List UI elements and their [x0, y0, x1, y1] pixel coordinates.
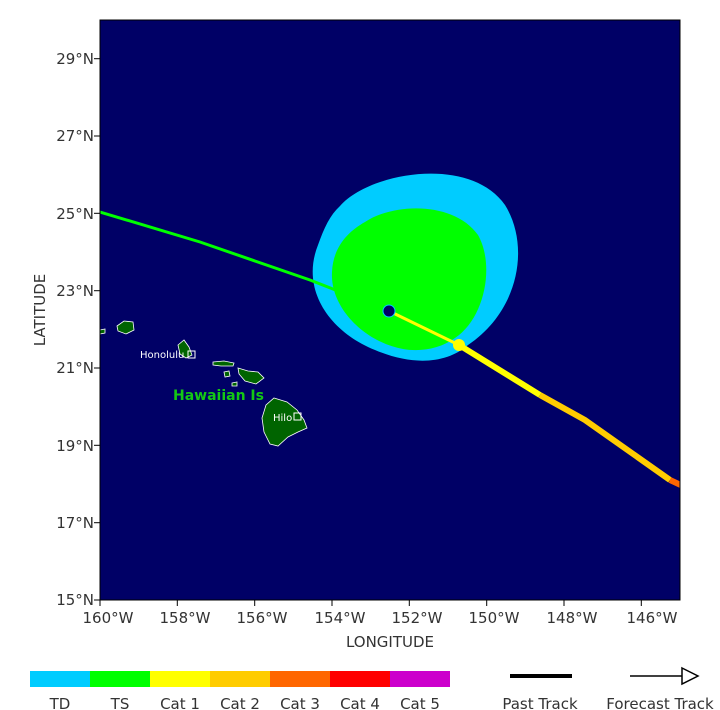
- ts-wind-radius: [331, 208, 487, 351]
- x-tick-label: 150°W: [469, 609, 520, 627]
- legend-label-cat4: Cat 4: [340, 695, 380, 710]
- forecast-track-arrow-icon: [681, 666, 700, 686]
- x-tick-label: 158°W: [160, 609, 211, 627]
- honolulu-marker: [187, 350, 196, 359]
- forecast-point-marker: [453, 339, 465, 351]
- x-tick-label: 146°W: [627, 609, 678, 627]
- x-tick-labels: 160°W 158°W 156°W 154°W 152°W 150°W 148°…: [83, 609, 678, 627]
- forecast-track-cat3: [668, 477, 680, 488]
- island-hawaii: [261, 397, 308, 447]
- forecast-track-cat1: [388, 309, 460, 347]
- y-tick-label: 19°N: [56, 437, 94, 455]
- x-tick-label: 152°W: [392, 609, 443, 627]
- honolulu-label: Honolulu: [140, 350, 184, 361]
- y-tick-label: 15°N: [56, 591, 94, 609]
- island-maui: [237, 367, 265, 385]
- x-axis-title: LONGITUDE: [346, 633, 434, 651]
- hilo-label: Hilo: [273, 413, 292, 424]
- island-lanai: [223, 370, 231, 378]
- forecast-track-cat2: [538, 392, 672, 483]
- past-track-line: [100, 210, 390, 313]
- legend-swatch-cat5: [390, 671, 450, 687]
- y-tick-labels: 29°N 27°N 25°N 23°N 21°N 19°N 17°N 15°N: [56, 50, 94, 609]
- y-axis-title: LATITUDE: [31, 274, 49, 347]
- legend-label-cat3: Cat 3: [280, 695, 320, 710]
- legend-label-td: TD: [49, 695, 71, 710]
- track-legend: Past Track Forecast Track: [502, 666, 714, 710]
- hawaiian-islands-label: Hawaiian Is: [173, 388, 264, 404]
- y-tick-label: 27°N: [56, 127, 94, 145]
- y-tick-label: 23°N: [56, 282, 94, 300]
- category-legend: TD TS Cat 1 Cat 2 Cat 3 Cat 4 Cat 5: [30, 671, 450, 710]
- x-tick-label: 156°W: [237, 609, 288, 627]
- y-tick-label: 21°N: [56, 359, 94, 377]
- legend-swatch-cat3: [270, 671, 330, 687]
- island-kauai: [116, 320, 135, 335]
- y-tick-label: 29°N: [56, 50, 94, 68]
- legend-label-cat2: Cat 2: [220, 695, 260, 710]
- legend-label-cat5: Cat 5: [400, 695, 440, 710]
- x-tick-label: 154°W: [315, 609, 366, 627]
- legend-label-cat1: Cat 1: [160, 695, 200, 710]
- plot-frame: [99, 19, 681, 601]
- legend-swatch-ts: [90, 671, 150, 687]
- axis-ticks: [94, 58, 642, 606]
- legend-swatch-cat2: [210, 671, 270, 687]
- island-molokai: [212, 360, 235, 367]
- hilo-marker: [293, 412, 302, 421]
- forecast-track-legend-label: Forecast Track: [606, 695, 714, 710]
- island-niihau: [100, 328, 106, 335]
- past-track-legend-label: Past Track: [502, 695, 578, 710]
- legend-swatch-cat4: [330, 671, 390, 687]
- legend-swatch-td: [30, 671, 90, 687]
- current-storm-position: [382, 304, 396, 318]
- legend-label-ts: TS: [110, 695, 130, 710]
- x-tick-label: 160°W: [83, 609, 134, 627]
- y-tick-label: 25°N: [56, 205, 94, 223]
- island-kahoolawe: [231, 381, 238, 387]
- forecast-track-cat1-extended: [457, 342, 542, 398]
- y-tick-label: 17°N: [56, 514, 94, 532]
- x-tick-label: 148°W: [547, 609, 598, 627]
- legend-swatch-cat1: [150, 671, 210, 687]
